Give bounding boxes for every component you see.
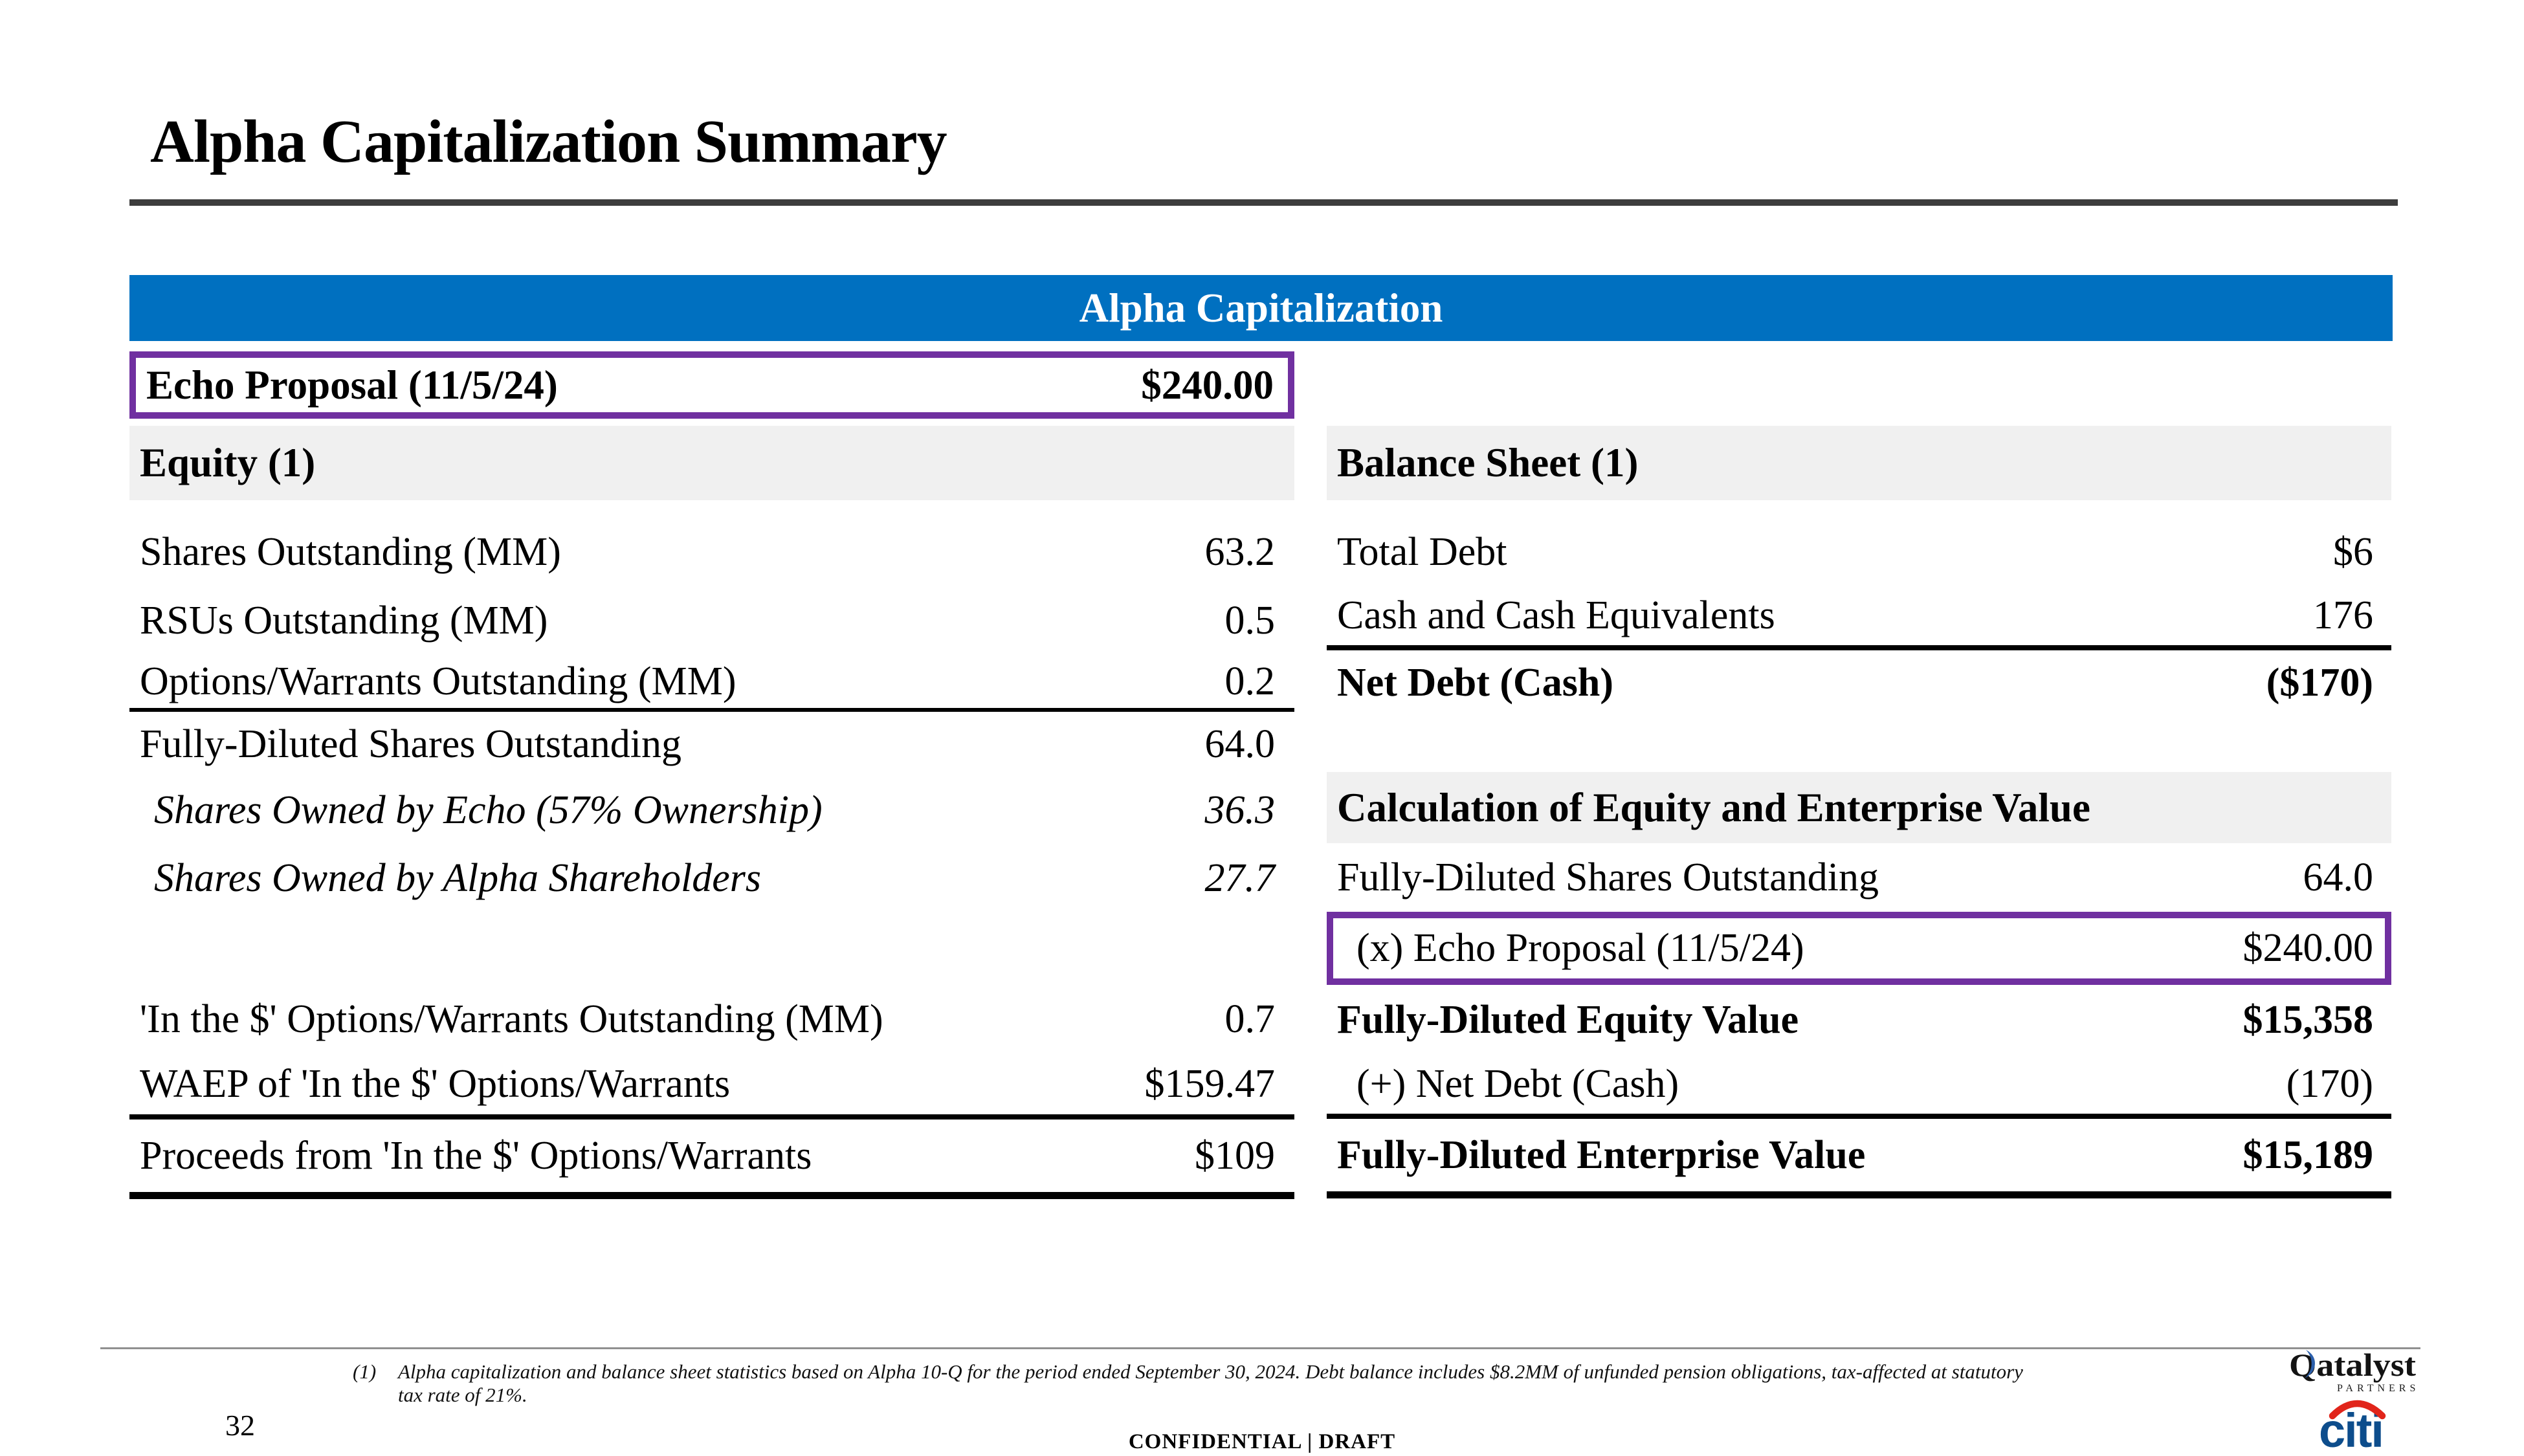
table-row: Cash and Cash Equivalents 176	[1327, 586, 2391, 650]
row-value: $15,358	[2242, 997, 2374, 1042]
row-label: WAEP of 'In the $' Options/Warrants	[140, 1061, 731, 1106]
table-row: WAEP of 'In the $' Options/Warrants $159…	[129, 1053, 1294, 1120]
row-value: 64.0	[1204, 722, 1276, 766]
row-value: 36.3	[1204, 788, 1276, 832]
table-row: RSUs Outstanding (MM) 0.5	[129, 586, 1294, 655]
echo-proposal-banner: Echo Proposal (11/5/24) $240.00	[129, 351, 1294, 419]
table-row: Options/Warrants Outstanding (MM) 0.2	[129, 655, 1294, 712]
row-value: $109	[1195, 1133, 1275, 1178]
table-row: Fully-Diluted Shares Outstanding 64.0	[1327, 843, 2391, 912]
row-label: Fully-Diluted Shares Outstanding	[140, 722, 681, 766]
row-value: $15,189	[2242, 1132, 2374, 1177]
spacer	[1327, 500, 2391, 518]
row-value: 176	[2313, 593, 2373, 637]
table-row: 'In the $' Options/Warrants Outstanding …	[129, 985, 1294, 1053]
row-value: $6	[2333, 529, 2373, 574]
table-bottom-rule	[1327, 1191, 2391, 1198]
row-value: (170)	[2286, 1062, 2373, 1106]
footnote-marker: (1)	[353, 1360, 377, 1383]
row-label: Shares Outstanding (MM)	[140, 529, 561, 574]
balance-sheet-header-label: Balance Sheet (1)	[1337, 440, 1639, 485]
title-rule	[129, 199, 2398, 206]
table-row: Proceeds from 'In the $' Options/Warrant…	[129, 1120, 1294, 1192]
row-label: Options/Warrants Outstanding (MM)	[140, 659, 736, 703]
row-label: Shares Owned by Alpha Shareholders	[154, 855, 761, 900]
footer-rule	[100, 1347, 2420, 1349]
qatalyst-partners-logo: Qatalyst PARTNERS	[2289, 1347, 2419, 1394]
table-row: Total Debt $6	[1327, 518, 2391, 586]
table-row: Shares Outstanding (MM) 63.2	[129, 518, 1294, 586]
row-label: Proceeds from 'In the $' Options/Warrant…	[140, 1133, 812, 1178]
qatalyst-wordmark: Qatalyst	[2289, 1347, 2416, 1383]
row-label: Shares Owned by Echo (57% Ownership)	[154, 788, 823, 832]
spacer	[1327, 716, 2391, 772]
footnote-text: Alpha capitalization and balance sheet s…	[398, 1360, 2023, 1406]
spacer	[129, 912, 1294, 985]
echo-proposal-label: Echo Proposal (11/5/24)	[146, 362, 558, 408]
equity-header-label: Equity (1)	[140, 440, 316, 485]
table-row: (+) Net Debt (Cash) (170)	[1327, 1055, 2391, 1119]
table-header-bar: Alpha Capitalization	[129, 275, 2393, 341]
page-title: Alpha Capitalization Summary	[150, 108, 947, 175]
echo-proposal-value: $240.00	[1141, 362, 1274, 408]
equity-section: Equity (1) Shares Outstanding (MM) 63.2 …	[129, 426, 1294, 1199]
table-bottom-rule	[129, 1192, 1294, 1199]
table-row: Shares Owned by Echo (57% Ownership) 36.…	[129, 777, 1294, 844]
page-number: 32	[225, 1409, 255, 1442]
table-row: Net Debt (Cash) ($170)	[1327, 650, 2391, 716]
row-label: Fully-Diluted Shares Outstanding	[1337, 855, 1879, 899]
row-value: $159.47	[1144, 1061, 1276, 1106]
row-value: 64.0	[2303, 855, 2374, 899]
row-label: Cash and Cash Equivalents	[1337, 593, 1775, 637]
row-value: 63.2	[1204, 529, 1276, 574]
footnote: (1) Alpha capitalization and balance she…	[353, 1360, 2035, 1407]
qatalyst-partners-label: PARTNERS	[2337, 1383, 2419, 1394]
row-value: 27.7	[1204, 855, 1276, 900]
balance-sheet-header: Balance Sheet (1)	[1327, 426, 2391, 500]
row-label: (+) Net Debt (Cash)	[1356, 1062, 1679, 1106]
row-value: $240.00	[2242, 926, 2374, 970]
table-row: Fully-Diluted Shares Outstanding 64.0	[129, 712, 1294, 777]
row-value: 0.5	[1224, 598, 1276, 643]
qatalyst-q-swoosh-icon	[2305, 1350, 2316, 1378]
row-label: Fully-Diluted Equity Value	[1337, 997, 1799, 1042]
row-label: 'In the $' Options/Warrants Outstanding …	[140, 997, 883, 1041]
balance-sheet-section: Balance Sheet (1) Total Debt $6 Cash and…	[1327, 426, 2391, 1198]
row-value: 0.7	[1224, 997, 1276, 1041]
citi-logo: citi	[2319, 1400, 2386, 1452]
row-label: RSUs Outstanding (MM)	[140, 598, 548, 643]
table-row: Shares Owned by Alpha Shareholders 27.7	[129, 844, 1294, 912]
row-label: Net Debt (Cash)	[1337, 661, 1614, 705]
table-row: Fully-Diluted Enterprise Value $15,189	[1327, 1119, 2391, 1191]
calculation-header: Calculation of Equity and Enterprise Val…	[1327, 772, 2391, 843]
row-label: Fully-Diluted Enterprise Value	[1337, 1132, 1866, 1177]
table-title: Alpha Capitalization	[1079, 285, 1443, 331]
row-value: 0.2	[1224, 659, 1276, 703]
row-value: ($170)	[2266, 661, 2373, 705]
spacer	[129, 500, 1294, 518]
confidential-label: CONFIDENTIAL | DRAFT	[1128, 1430, 1396, 1453]
row-label: (x) Echo Proposal (11/5/24)	[1356, 926, 1804, 970]
table-row: Fully-Diluted Equity Value $15,358	[1327, 985, 2391, 1055]
row-label: Total Debt	[1337, 529, 1507, 574]
equity-header: Equity (1)	[129, 426, 1294, 500]
citi-red-arc-icon	[2329, 1400, 2386, 1420]
calculation-header-label: Calculation of Equity and Enterprise Val…	[1337, 784, 2090, 830]
echo-proposal-highlight-row: (x) Echo Proposal (11/5/24) $240.00	[1327, 912, 2391, 985]
